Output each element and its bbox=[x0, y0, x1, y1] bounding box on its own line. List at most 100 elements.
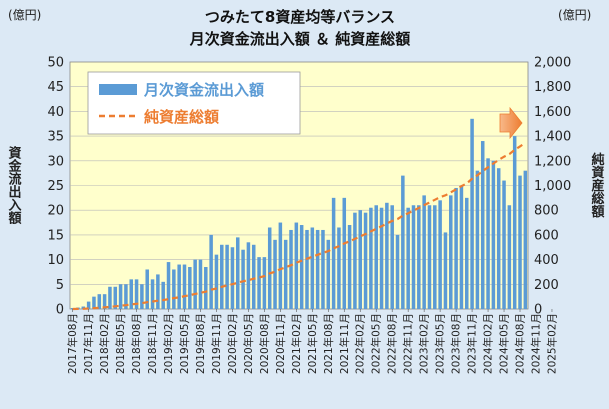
chart-title-line2: 月次資金流出入額 ＆ 純資産総額 bbox=[189, 30, 410, 48]
bar bbox=[220, 244, 224, 309]
left-tick-label: 45 bbox=[47, 80, 64, 95]
bar bbox=[204, 267, 208, 309]
bar bbox=[235, 237, 240, 309]
bar bbox=[315, 229, 320, 309]
x-tick-label: 2018年08月 bbox=[130, 313, 143, 374]
x-tick-label: 2018年05月 bbox=[114, 313, 127, 374]
x-tick-label: 2022年02月 bbox=[354, 313, 367, 374]
left-tick-label: 40 bbox=[47, 105, 64, 120]
x-tick-label: 2021年02月 bbox=[290, 313, 303, 374]
left-axis-ticks: 0 5 10 15 20 25 30 35 40 45 50 bbox=[47, 56, 64, 318]
bar bbox=[86, 301, 91, 309]
bar bbox=[390, 205, 394, 309]
bar bbox=[156, 274, 160, 309]
bar bbox=[523, 170, 528, 309]
x-tick-label: 2023年08月 bbox=[450, 313, 463, 374]
bar bbox=[449, 195, 453, 309]
x-tick-label: 2023年11月 bbox=[466, 313, 479, 374]
left-tick-label: 10 bbox=[47, 253, 64, 268]
bar bbox=[331, 197, 336, 309]
bar bbox=[102, 294, 107, 309]
bar bbox=[369, 207, 373, 309]
bar bbox=[480, 141, 485, 309]
x-tick-label: 2021年08月 bbox=[322, 313, 335, 374]
bar bbox=[273, 239, 277, 309]
bar bbox=[443, 232, 448, 309]
bar bbox=[230, 247, 235, 309]
legend-label-bars: 月次資金流出入額 bbox=[143, 81, 264, 99]
bar bbox=[172, 269, 176, 309]
bar bbox=[70, 308, 75, 309]
right-tick-label: 1,000 bbox=[534, 179, 571, 194]
bar bbox=[188, 267, 192, 309]
bar bbox=[182, 264, 187, 309]
x-tick-label: 2023年05月 bbox=[434, 313, 447, 374]
x-tick-label: 2022年11月 bbox=[402, 313, 415, 374]
x-tick-label: 2022年05月 bbox=[370, 313, 383, 374]
bar bbox=[496, 168, 501, 309]
x-tick-label: 2020年05月 bbox=[242, 313, 255, 374]
bar bbox=[209, 234, 213, 309]
bar bbox=[464, 197, 469, 309]
bar bbox=[129, 279, 134, 309]
right-tick-label: 0 bbox=[534, 303, 542, 318]
bar bbox=[379, 207, 384, 309]
x-tick-label: 2021年05月 bbox=[306, 313, 319, 374]
right-tick-label: 200 bbox=[534, 278, 559, 293]
right-axis-label: 純資産総額 bbox=[589, 152, 606, 219]
right-tick-label: 1,800 bbox=[534, 80, 571, 95]
right-tick-label: 1,200 bbox=[534, 154, 571, 169]
legend-label-line: 純資産総額 bbox=[144, 108, 219, 126]
bar bbox=[507, 205, 512, 309]
left-unit-label: (億円) bbox=[8, 8, 41, 22]
bar bbox=[347, 225, 352, 309]
bar bbox=[411, 205, 416, 309]
left-axis-label: 資金流出入額 bbox=[6, 145, 23, 225]
bar bbox=[401, 175, 405, 309]
bar bbox=[257, 257, 261, 309]
left-tick-label: 5 bbox=[56, 278, 64, 293]
line-series bbox=[72, 141, 526, 311]
bar bbox=[283, 239, 288, 309]
x-tick-label: 2017年08月 bbox=[66, 313, 79, 374]
bar bbox=[177, 264, 181, 309]
bar bbox=[459, 185, 464, 309]
bar bbox=[118, 284, 123, 309]
x-tick-label: 2024年11月 bbox=[529, 313, 542, 374]
bar bbox=[241, 249, 245, 309]
x-axis-ticks: 2017年08月 2017年11月 2018年02月 2018年05月 2018年08月… bbox=[66, 309, 558, 374]
x-tick-label: 2024年05月 bbox=[498, 313, 511, 374]
right-tick-label: 400 bbox=[534, 253, 559, 268]
bar bbox=[454, 187, 458, 309]
left-tick-label: 30 bbox=[47, 154, 64, 169]
bar bbox=[395, 234, 400, 309]
bar bbox=[363, 212, 368, 309]
bar bbox=[305, 229, 309, 309]
bar bbox=[166, 262, 171, 309]
x-tick-label: 2019年05月 bbox=[178, 313, 191, 374]
bar bbox=[406, 207, 410, 309]
x-tick-label: 2020年02月 bbox=[226, 313, 239, 374]
x-tick-label: 2019年02月 bbox=[162, 313, 175, 374]
bar bbox=[385, 202, 389, 309]
x-tick-label: 2020年11月 bbox=[274, 313, 287, 374]
annotation-arrow bbox=[499, 106, 523, 140]
chart-title-line1: つみたて8資産均等バランス bbox=[205, 8, 395, 26]
left-tick-label: 35 bbox=[47, 130, 64, 145]
legend-box bbox=[87, 71, 301, 135]
x-tick-label: 2018年11月 bbox=[146, 313, 159, 374]
x-tick-label: 2017年11月 bbox=[82, 313, 95, 374]
bar bbox=[278, 222, 283, 309]
right-tick-label: 1,400 bbox=[534, 130, 571, 145]
left-tick-label: 20 bbox=[47, 204, 64, 219]
bar bbox=[353, 212, 357, 309]
legend-swatch-bars bbox=[99, 84, 137, 95]
bar bbox=[502, 180, 506, 309]
bar bbox=[475, 170, 480, 309]
bar bbox=[337, 227, 341, 309]
x-tick-label: 2019年11月 bbox=[210, 313, 223, 374]
x-tick-label: 2025年02月 bbox=[545, 313, 558, 374]
left-tick-label: 15 bbox=[47, 228, 64, 243]
bar bbox=[134, 279, 139, 309]
